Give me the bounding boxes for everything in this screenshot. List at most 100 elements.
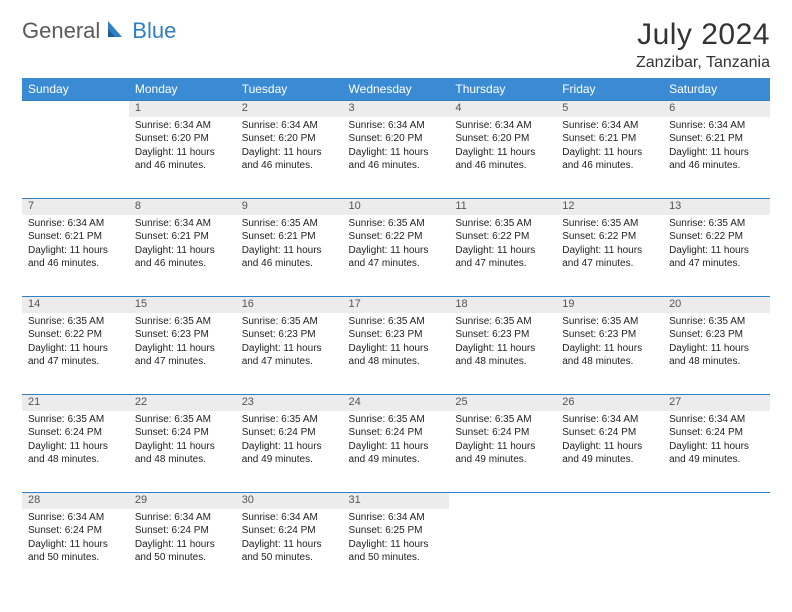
- daylight-line: Daylight: 11 hours and 49 minutes.: [349, 440, 444, 467]
- weekday-header-cell: Thursday: [449, 78, 556, 101]
- sunset-line: Sunset: 6:21 PM: [242, 230, 337, 244]
- day-number-cell: [663, 493, 770, 509]
- day-number-cell: 26: [556, 395, 663, 411]
- day-data-cell: Sunrise: 6:34 AMSunset: 6:24 PMDaylight:…: [663, 411, 770, 493]
- day-number-cell: 2: [236, 101, 343, 117]
- daylight-line: Daylight: 11 hours and 50 minutes.: [28, 538, 123, 565]
- day-number-cell: 17: [343, 297, 450, 313]
- sunrise-line: Sunrise: 6:35 AM: [135, 315, 230, 329]
- day-number-cell: 8: [129, 199, 236, 215]
- sunset-line: Sunset: 6:22 PM: [455, 230, 550, 244]
- day-number-cell: [556, 493, 663, 509]
- sunset-line: Sunset: 6:24 PM: [562, 426, 657, 440]
- sunrise-line: Sunrise: 6:35 AM: [669, 217, 764, 231]
- sunrise-line: Sunrise: 6:35 AM: [349, 315, 444, 329]
- daylight-line: Daylight: 11 hours and 48 minutes.: [455, 342, 550, 369]
- day-number-cell: 30: [236, 493, 343, 509]
- day-data-cell: Sunrise: 6:35 AMSunset: 6:24 PMDaylight:…: [343, 411, 450, 493]
- day-data-cell: Sunrise: 6:35 AMSunset: 6:22 PMDaylight:…: [22, 313, 129, 395]
- day-data-cell: Sunrise: 6:35 AMSunset: 6:22 PMDaylight:…: [449, 215, 556, 297]
- day-data-cell: Sunrise: 6:35 AMSunset: 6:23 PMDaylight:…: [556, 313, 663, 395]
- daylight-line: Daylight: 11 hours and 49 minutes.: [242, 440, 337, 467]
- day-data-cell: Sunrise: 6:34 AMSunset: 6:25 PMDaylight:…: [343, 509, 450, 591]
- sunrise-line: Sunrise: 6:34 AM: [28, 217, 123, 231]
- sunset-line: Sunset: 6:20 PM: [349, 132, 444, 146]
- sunset-line: Sunset: 6:24 PM: [669, 426, 764, 440]
- sunrise-line: Sunrise: 6:34 AM: [669, 413, 764, 427]
- day-data-cell: Sunrise: 6:34 AMSunset: 6:21 PMDaylight:…: [663, 117, 770, 199]
- day-number-cell: 4: [449, 101, 556, 117]
- sunset-line: Sunset: 6:20 PM: [455, 132, 550, 146]
- daylight-line: Daylight: 11 hours and 48 minutes.: [135, 440, 230, 467]
- day-number-cell: 11: [449, 199, 556, 215]
- sunrise-line: Sunrise: 6:35 AM: [28, 413, 123, 427]
- sunrise-line: Sunrise: 6:35 AM: [242, 315, 337, 329]
- daylight-line: Daylight: 11 hours and 46 minutes.: [242, 146, 337, 173]
- day-data-cell: Sunrise: 6:35 AMSunset: 6:24 PMDaylight:…: [22, 411, 129, 493]
- weekday-header-cell: Wednesday: [343, 78, 450, 101]
- logo-sail-icon: [106, 19, 128, 44]
- sunset-line: Sunset: 6:22 PM: [28, 328, 123, 342]
- day-data-cell: Sunrise: 6:35 AMSunset: 6:23 PMDaylight:…: [236, 313, 343, 395]
- header-row: General Blue July 2024 Zanzibar, Tanzani…: [22, 18, 770, 72]
- sunrise-line: Sunrise: 6:34 AM: [349, 119, 444, 133]
- daylight-line: Daylight: 11 hours and 50 minutes.: [242, 538, 337, 565]
- sunset-line: Sunset: 6:23 PM: [135, 328, 230, 342]
- sunrise-line: Sunrise: 6:34 AM: [562, 413, 657, 427]
- logo-word-2: Blue: [132, 18, 176, 44]
- sunrise-line: Sunrise: 6:35 AM: [242, 413, 337, 427]
- sunset-line: Sunset: 6:24 PM: [242, 426, 337, 440]
- day-data-cell: Sunrise: 6:34 AMSunset: 6:20 PMDaylight:…: [236, 117, 343, 199]
- day-data-cell: Sunrise: 6:35 AMSunset: 6:23 PMDaylight:…: [449, 313, 556, 395]
- sunset-line: Sunset: 6:24 PM: [135, 426, 230, 440]
- sunrise-line: Sunrise: 6:35 AM: [349, 217, 444, 231]
- sunrise-line: Sunrise: 6:34 AM: [135, 511, 230, 525]
- day-number-cell: 22: [129, 395, 236, 411]
- sunrise-line: Sunrise: 6:35 AM: [28, 315, 123, 329]
- day-number-cell: 31: [343, 493, 450, 509]
- daylight-line: Daylight: 11 hours and 50 minutes.: [135, 538, 230, 565]
- day-number-cell: 20: [663, 297, 770, 313]
- daylight-line: Daylight: 11 hours and 49 minutes.: [562, 440, 657, 467]
- weekday-header: SundayMondayTuesdayWednesdayThursdayFrid…: [22, 78, 770, 101]
- day-number-cell: 10: [343, 199, 450, 215]
- sunrise-line: Sunrise: 6:35 AM: [455, 413, 550, 427]
- sunset-line: Sunset: 6:24 PM: [28, 524, 123, 538]
- day-number-cell: 25: [449, 395, 556, 411]
- day-data-cell: Sunrise: 6:34 AMSunset: 6:20 PMDaylight:…: [449, 117, 556, 199]
- daylight-line: Daylight: 11 hours and 46 minutes.: [28, 244, 123, 271]
- daylight-line: Daylight: 11 hours and 46 minutes.: [135, 146, 230, 173]
- daylight-line: Daylight: 11 hours and 47 minutes.: [242, 342, 337, 369]
- day-number-cell: 1: [129, 101, 236, 117]
- sunrise-line: Sunrise: 6:34 AM: [349, 511, 444, 525]
- sunset-line: Sunset: 6:24 PM: [28, 426, 123, 440]
- daylight-line: Daylight: 11 hours and 48 minutes.: [349, 342, 444, 369]
- sunrise-line: Sunrise: 6:34 AM: [28, 511, 123, 525]
- day-data-cell: Sunrise: 6:34 AMSunset: 6:24 PMDaylight:…: [22, 509, 129, 591]
- day-data-cell: Sunrise: 6:34 AMSunset: 6:24 PMDaylight:…: [129, 509, 236, 591]
- weekday-header-cell: Monday: [129, 78, 236, 101]
- sunrise-line: Sunrise: 6:35 AM: [135, 413, 230, 427]
- daylight-line: Daylight: 11 hours and 46 minutes.: [135, 244, 230, 271]
- day-data-cell: Sunrise: 6:35 AMSunset: 6:24 PMDaylight:…: [236, 411, 343, 493]
- day-data-cell: Sunrise: 6:35 AMSunset: 6:22 PMDaylight:…: [343, 215, 450, 297]
- day-number-cell: 3: [343, 101, 450, 117]
- day-number-cell: 5: [556, 101, 663, 117]
- day-number-cell: 15: [129, 297, 236, 313]
- sunset-line: Sunset: 6:20 PM: [242, 132, 337, 146]
- day-data-cell: Sunrise: 6:34 AMSunset: 6:20 PMDaylight:…: [129, 117, 236, 199]
- sunrise-line: Sunrise: 6:34 AM: [562, 119, 657, 133]
- sunset-line: Sunset: 6:22 PM: [669, 230, 764, 244]
- sunset-line: Sunset: 6:24 PM: [242, 524, 337, 538]
- day-data-cell: Sunrise: 6:35 AMSunset: 6:23 PMDaylight:…: [129, 313, 236, 395]
- day-data-cell: Sunrise: 6:34 AMSunset: 6:21 PMDaylight:…: [556, 117, 663, 199]
- day-number-cell: 9: [236, 199, 343, 215]
- day-data-cell: [556, 509, 663, 591]
- sunset-line: Sunset: 6:23 PM: [455, 328, 550, 342]
- sunrise-line: Sunrise: 6:35 AM: [455, 315, 550, 329]
- daylight-line: Daylight: 11 hours and 49 minutes.: [669, 440, 764, 467]
- weekday-header-cell: Tuesday: [236, 78, 343, 101]
- day-number-cell: 13: [663, 199, 770, 215]
- day-number-cell: 6: [663, 101, 770, 117]
- daylight-line: Daylight: 11 hours and 46 minutes.: [455, 146, 550, 173]
